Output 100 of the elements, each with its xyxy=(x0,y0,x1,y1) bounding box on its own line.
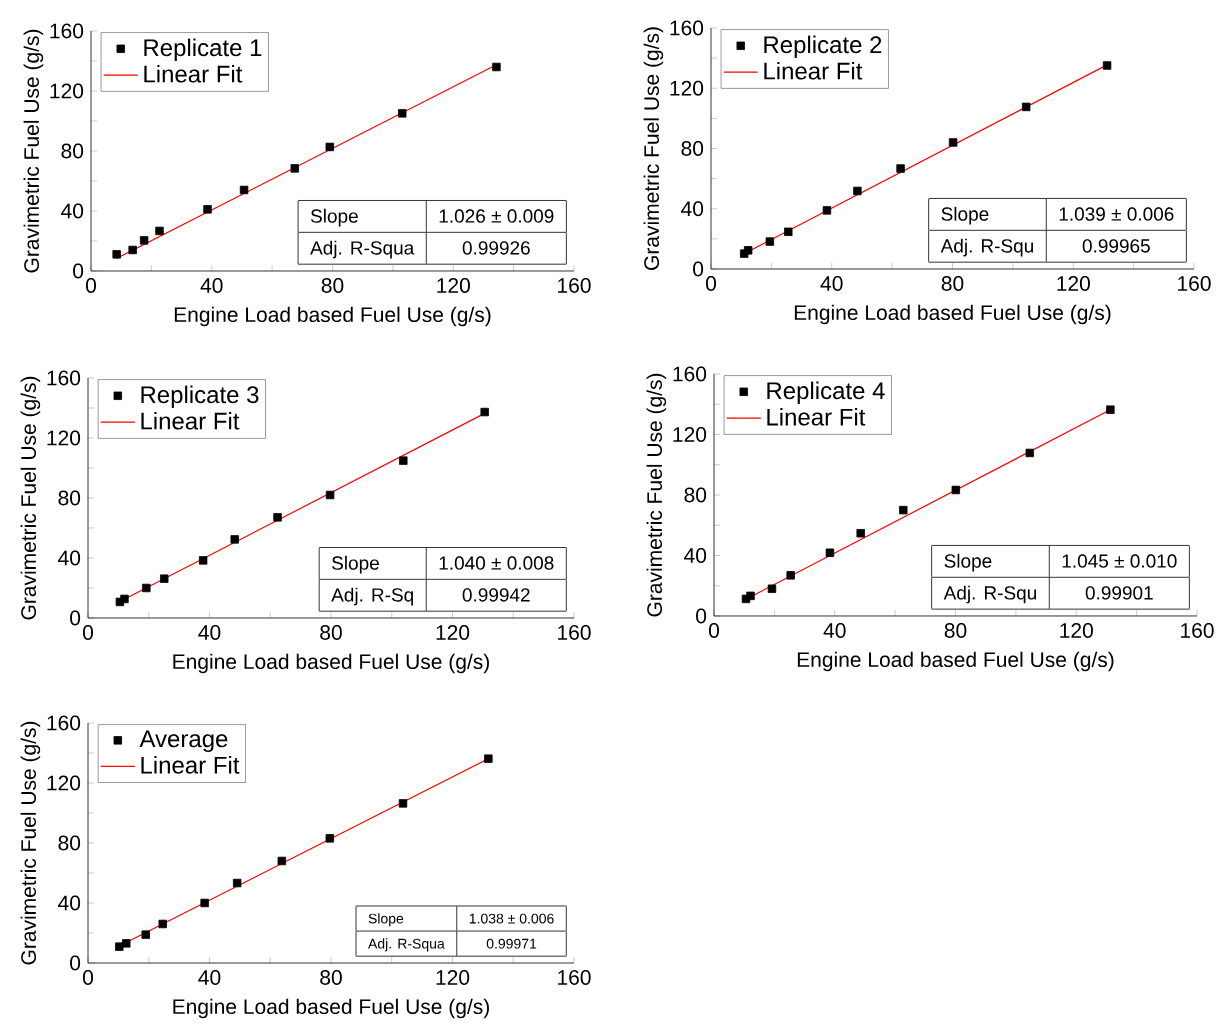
annotation: 0.99971 xyxy=(486,938,537,949)
x-tick-label: 80 xyxy=(320,970,342,985)
point xyxy=(899,505,908,515)
x-tick-label: 40 xyxy=(200,278,223,293)
y-tick-label: 40 xyxy=(61,203,84,219)
point xyxy=(158,919,167,929)
legend-label: Replicate 1 xyxy=(144,38,262,61)
x-tick-label: 0 xyxy=(85,278,97,293)
legend-label: Linear Fit xyxy=(144,64,243,83)
y-tick-label: 120 xyxy=(47,430,81,446)
y-tick-label: 40 xyxy=(684,548,707,563)
annotation: 0.99965 xyxy=(1082,239,1150,253)
point xyxy=(155,226,164,236)
legend-label: Linear Fit xyxy=(767,408,866,426)
y-tick-label: 80 xyxy=(681,141,704,156)
y-tick-label: 120 xyxy=(50,83,84,99)
y-tick-label: 80 xyxy=(58,835,81,851)
legend-label: Linear Fit xyxy=(141,411,240,430)
legend-label: Replicate 4 xyxy=(767,381,885,404)
annotation: 0.99942 xyxy=(462,588,530,602)
y-tick-label: 160 xyxy=(50,23,84,39)
annotation: 1.040 ± 0.008 xyxy=(439,556,554,570)
point xyxy=(896,164,905,173)
point xyxy=(856,529,865,538)
x-tick-label: 80 xyxy=(944,623,967,638)
point xyxy=(230,535,239,544)
x-tick-label: 0 xyxy=(82,625,94,640)
y-tick-label: 0 xyxy=(70,610,81,626)
legend-label: Linear Fit xyxy=(764,62,863,80)
x-tick-label: 40 xyxy=(198,625,221,640)
x-tick-label: 80 xyxy=(321,278,344,293)
point xyxy=(325,834,334,843)
point xyxy=(128,245,137,255)
y-tick-label: 80 xyxy=(61,143,84,159)
point xyxy=(139,236,149,245)
y-axis-title: Gravimetric Fuel Use (g/s) xyxy=(20,376,41,620)
point xyxy=(290,164,299,173)
point xyxy=(122,939,131,948)
x-tick-label: 0 xyxy=(82,970,94,985)
annotation: Adj. R-Squa xyxy=(310,240,415,259)
point xyxy=(198,556,208,565)
annotation: Adj. R-Squa xyxy=(368,938,445,952)
point xyxy=(765,237,775,246)
point xyxy=(203,205,212,214)
y-tick-label: 160 xyxy=(47,715,81,731)
x-tick-label: 120 xyxy=(1057,276,1090,291)
x-tick-label: 160 xyxy=(1181,623,1214,638)
x-tick-label: 80 xyxy=(320,625,342,640)
point xyxy=(325,142,334,152)
point xyxy=(399,456,408,465)
legend-label: Average xyxy=(139,730,228,753)
annotation: Adj. R-Squ xyxy=(943,585,1037,604)
annotation: 1.045 ± 0.010 xyxy=(1062,554,1177,568)
x-tick-label: 40 xyxy=(820,276,843,291)
annotation: Slope xyxy=(944,553,992,572)
y-axis-title: Gravimetric Fuel Use (g/s) xyxy=(643,27,664,270)
y-tick-label: 160 xyxy=(673,366,707,382)
point xyxy=(232,878,242,888)
point xyxy=(112,250,121,259)
x-axis-title: Engine Load based Fuel Use (g/s) xyxy=(794,304,1111,325)
x-tick-label: 80 xyxy=(941,276,964,291)
x-axis-title: Engine Load based Fuel Use (g/s) xyxy=(173,653,489,674)
point xyxy=(853,186,862,196)
x-tick-label: 160 xyxy=(1178,276,1211,291)
point xyxy=(200,898,209,908)
x-tick-label: 120 xyxy=(436,970,470,985)
point xyxy=(325,490,335,500)
point xyxy=(948,138,958,147)
x-tick-label: 0 xyxy=(708,623,720,638)
legend-label: Linear Fit xyxy=(141,756,240,774)
point xyxy=(398,799,408,808)
point xyxy=(1021,102,1031,112)
y-tick-label: 160 xyxy=(670,20,704,36)
y-tick-label: 40 xyxy=(58,550,81,566)
x-tick-label: 160 xyxy=(558,625,591,640)
annotation: Slope xyxy=(332,555,379,574)
annotation: Adj. R-Sq xyxy=(331,587,413,606)
x-tick-label: 0 xyxy=(705,276,717,291)
point xyxy=(120,594,129,604)
legend-label: Replicate 2 xyxy=(764,35,882,58)
point xyxy=(786,571,795,580)
y-tick-label: 40 xyxy=(58,895,81,911)
y-tick-label: 0 xyxy=(696,608,707,624)
x-axis-title: Engine Load based Fuel Use (g/s) xyxy=(797,651,1114,672)
y-tick-label: 0 xyxy=(70,955,81,971)
point xyxy=(277,856,286,866)
annotation: Adj. R-Squ xyxy=(940,238,1034,257)
annotation: Slope xyxy=(941,206,989,225)
point xyxy=(484,754,493,763)
y-axis-title: Gravimetric Fuel Use (g/s) xyxy=(646,373,667,617)
annotation: Slope xyxy=(368,913,404,927)
point xyxy=(115,942,124,951)
y-tick-label: 120 xyxy=(673,427,707,442)
point xyxy=(822,206,832,215)
x-tick-label: 120 xyxy=(437,278,470,293)
x-axis-title: Engine Load based Fuel Use (g/s) xyxy=(174,306,491,327)
point xyxy=(784,227,793,236)
point xyxy=(160,574,169,583)
y-tick-label: 80 xyxy=(684,487,707,503)
x-tick-label: 160 xyxy=(558,970,591,985)
